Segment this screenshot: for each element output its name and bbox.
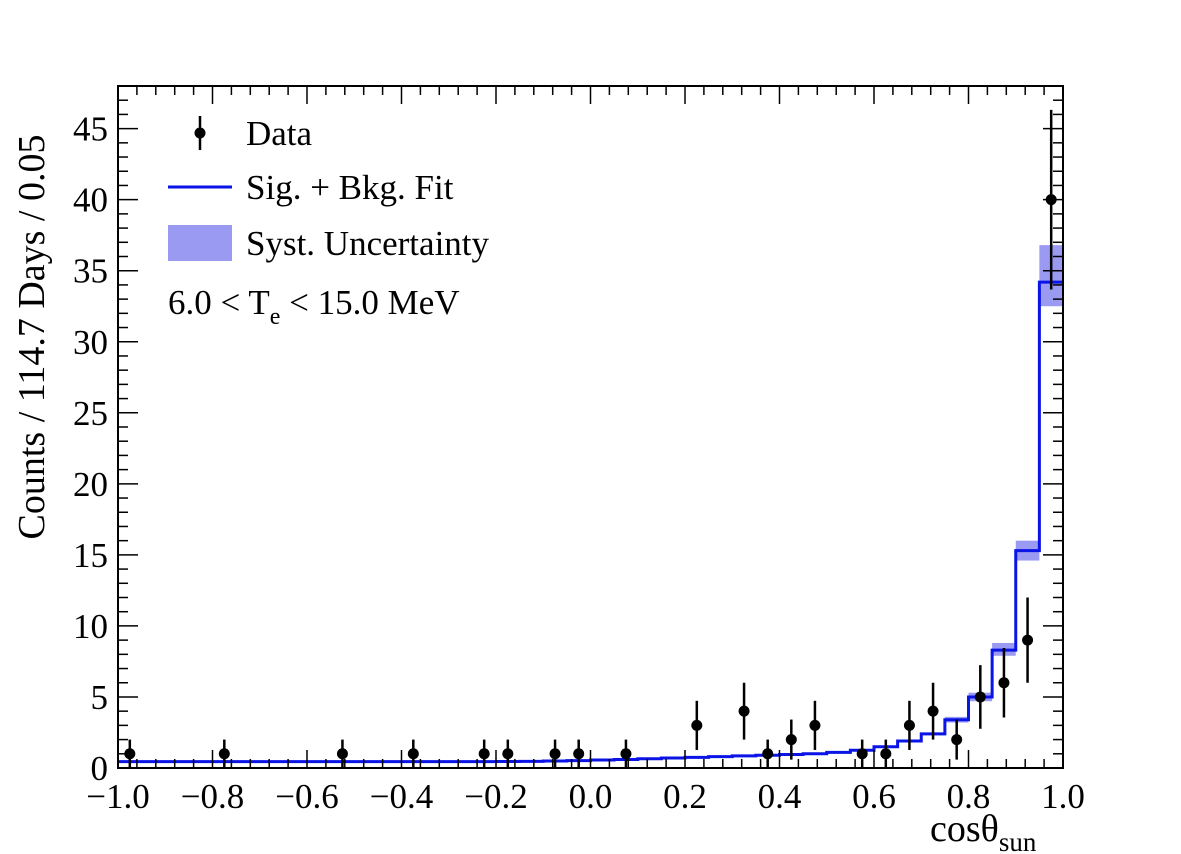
legend-syst-label: Syst. Uncertainty xyxy=(246,224,490,263)
data-point xyxy=(478,748,490,760)
x-axis-label-main: cosθ xyxy=(930,808,999,850)
data-point xyxy=(856,748,868,760)
x-tick-label: −0.2 xyxy=(464,777,528,816)
data-point xyxy=(573,748,585,760)
data-point xyxy=(809,719,821,731)
y-tick-label: 25 xyxy=(73,394,108,433)
data-point xyxy=(407,748,419,760)
legend: Data Sig. + Bkg. Fit Syst. Uncertainty xyxy=(168,114,490,263)
x-tick-label: 0.4 xyxy=(758,777,802,816)
data-point xyxy=(549,748,561,760)
data-point xyxy=(620,748,632,760)
x-tick-label: 0.2 xyxy=(663,777,707,816)
y-tick-label: 20 xyxy=(73,465,108,504)
legend-data-label: Data xyxy=(246,114,313,153)
y-tick-label: 40 xyxy=(73,181,108,220)
energy-range-annotation: 6.0 < Te < 15.0 MeV xyxy=(168,283,460,330)
data-point xyxy=(998,677,1010,689)
data-point xyxy=(218,748,230,760)
x-tick-label: 1.0 xyxy=(1041,777,1085,816)
data-point xyxy=(951,734,963,746)
x-tick-label: 0.0 xyxy=(569,777,613,816)
data-point xyxy=(502,748,514,760)
y-tick-label: 30 xyxy=(73,323,108,362)
x-tick-label: −0.8 xyxy=(181,777,245,816)
y-axis-label: Counts / 114.7 Days / 0.05 xyxy=(11,135,53,540)
data-point xyxy=(738,705,750,717)
x-axis-label: cosθsun xyxy=(930,808,1037,854)
data-point xyxy=(903,719,915,731)
legend-syst-swatch xyxy=(168,225,232,261)
annotation-sub: e xyxy=(270,304,281,330)
y-tick-label: 0 xyxy=(91,749,109,788)
data-point xyxy=(974,691,986,703)
y-tick-label: 15 xyxy=(73,536,108,575)
x-tick-label: −0.4 xyxy=(370,777,434,816)
annotation-suffix: < 15.0 MeV xyxy=(280,283,459,322)
data-point xyxy=(1022,634,1034,646)
legend-data-marker xyxy=(194,127,206,139)
data-point xyxy=(785,734,797,746)
annotation-prefix: 6.0 < T xyxy=(168,283,270,322)
x-tick-label: 0.6 xyxy=(852,777,896,816)
data-point xyxy=(691,719,703,731)
data-point xyxy=(880,748,892,760)
axes-group: −1.0 −0.8 −0.6 −0.4 −0.2 0.0 0.2 0.4 0.6 0.8 1.0 0 5… xyxy=(73,85,1085,816)
data-point xyxy=(927,705,939,717)
x-tick-label: −1.0 xyxy=(86,777,150,816)
y-tick-label: 35 xyxy=(73,252,108,291)
data-point xyxy=(124,748,136,760)
data-point xyxy=(336,748,348,760)
legend-fit-label: Sig. + Bkg. Fit xyxy=(246,168,454,207)
x-axis-label-sub: sun xyxy=(999,827,1037,854)
y-tick-label: 5 xyxy=(91,678,109,717)
y-tick-label: 45 xyxy=(73,110,108,149)
x-tick-label: 0.8 xyxy=(947,777,991,816)
data-point xyxy=(762,748,774,760)
x-tick-label: −0.6 xyxy=(275,777,339,816)
data-points-group xyxy=(124,109,1057,768)
y-tick-label: 10 xyxy=(73,607,108,646)
